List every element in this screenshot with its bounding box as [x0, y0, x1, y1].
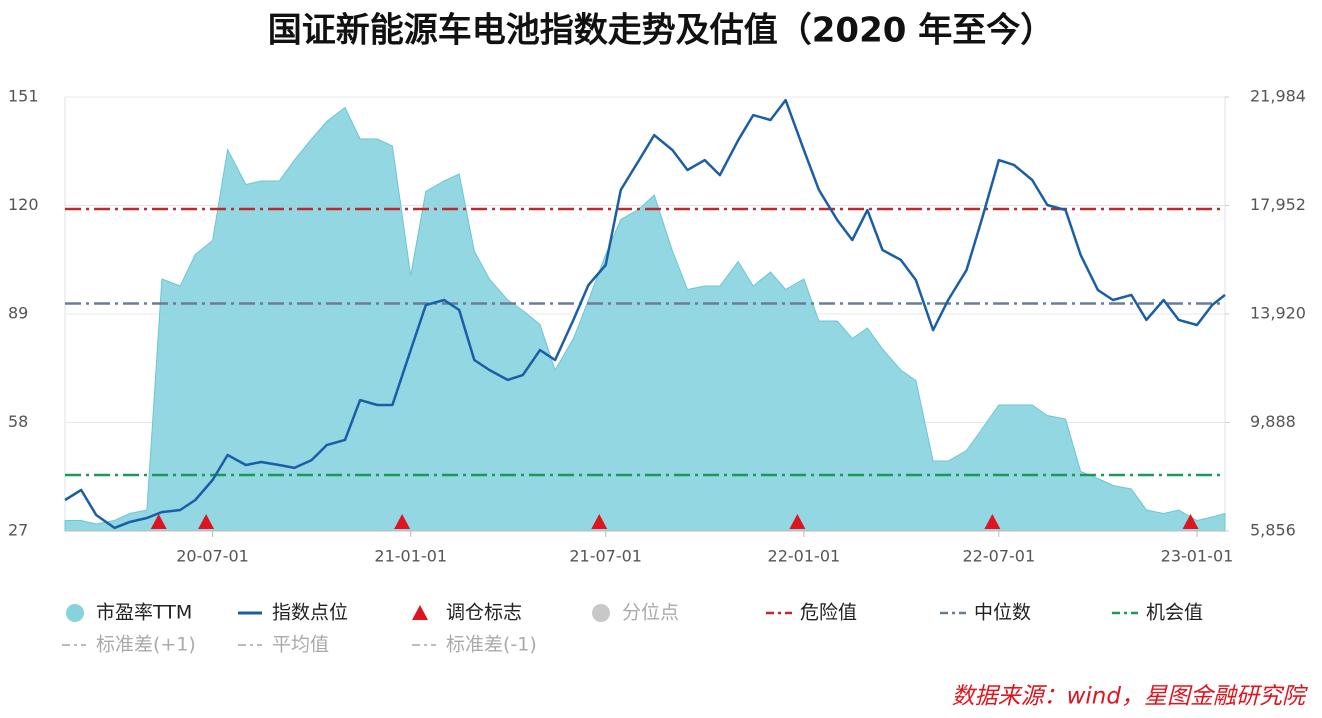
legend-label: 平均值 [272, 634, 329, 656]
legend-label: 指数点位 [272, 602, 348, 624]
x-tick-label: 22-07-01 [963, 547, 1036, 566]
y-tick-label: 151 [8, 87, 39, 106]
legend-label: 危险值 [800, 602, 857, 624]
rebalance-marker [198, 514, 215, 529]
legend-label: 分位点 [622, 602, 679, 624]
source-note: 数据来源：wind，星图金融研究院 [952, 684, 1308, 710]
rebalance-marker [1182, 514, 1199, 529]
y2-tick-label: 9,888 [1250, 412, 1296, 431]
y-tick-label: 58 [8, 412, 28, 431]
y2-tick-label: 21,984 [1250, 87, 1306, 106]
legend-label: 标准差(+1) [96, 634, 196, 656]
legend-swatch [412, 605, 428, 620]
legend-label: 标准差(-1) [446, 634, 537, 656]
y-tick-label: 120 [8, 195, 39, 214]
y2-tick-label: 13,920 [1250, 304, 1306, 323]
chart-title: 国证新能源车电池指数走势及估值（2020 年至今） [268, 11, 1054, 51]
y2-tick-label: 17,952 [1250, 195, 1306, 214]
rebalance-marker [394, 514, 411, 529]
x-tick-label: 20-07-01 [176, 547, 249, 566]
y-tick-label: 89 [8, 304, 28, 323]
legend-label: 中位数 [974, 602, 1031, 624]
index-line [64, 98, 1226, 530]
pe-area [64, 106, 1226, 532]
legend-swatch [592, 604, 610, 622]
x-tick-label: 21-07-01 [569, 547, 642, 566]
rebalance-marker [150, 514, 167, 529]
legend-label: 市盈率TTM [96, 602, 192, 624]
legend-label: 调仓标志 [446, 602, 522, 624]
rebalance-marker [789, 514, 806, 529]
y-tick-label: 27 [8, 521, 28, 540]
x-tick-label: 22-01-01 [768, 547, 841, 566]
y2-tick-label: 5,856 [1250, 521, 1296, 540]
legend-swatch [66, 604, 84, 622]
x-tick-label: 23-01-01 [1161, 547, 1234, 566]
rebalance-marker [984, 514, 1001, 529]
x-tick-label: 21-01-01 [374, 547, 447, 566]
legend-label: 机会值 [1146, 602, 1203, 624]
rebalance-marker [591, 514, 608, 529]
